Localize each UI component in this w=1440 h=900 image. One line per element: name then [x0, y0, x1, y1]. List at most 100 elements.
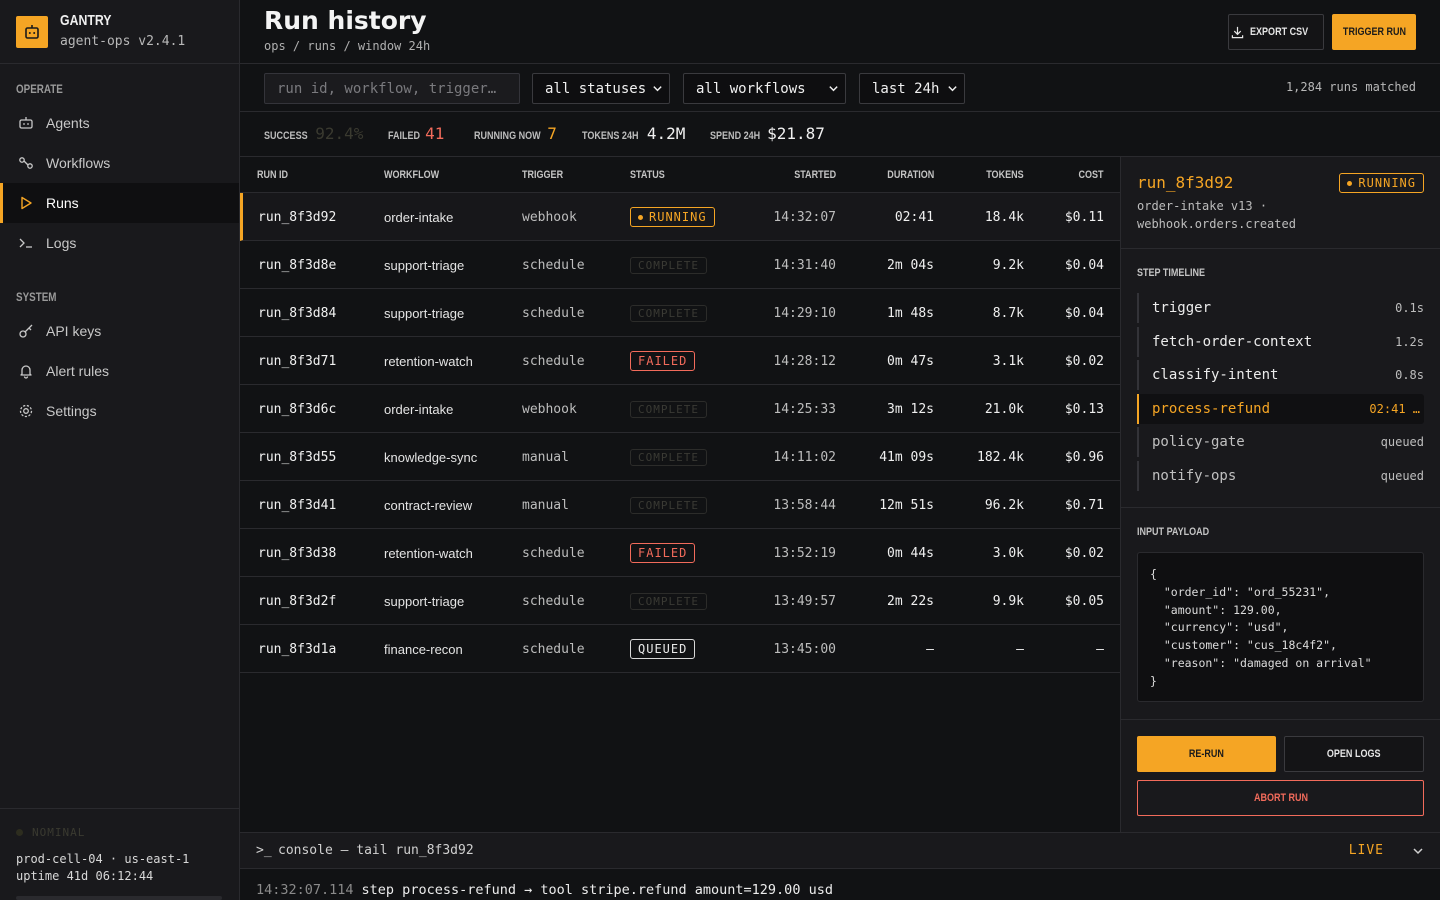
chevron-down-icon [948, 86, 957, 92]
table-row[interactable]: run_8f3d55 knowledge-sync manual COMPLETE 14… [240, 433, 1120, 481]
sidebar-item-label: Runs [46, 195, 79, 211]
metric-value: $21.87 [767, 124, 825, 143]
sidebar-item-runs[interactable]: Runs [0, 183, 239, 223]
table-row[interactable]: run_8f3d84 support-triage schedule COMPLETE… [240, 289, 1120, 337]
column-header-tokens[interactable]: TOKENS [986, 169, 1024, 181]
cell-status: COMPLETE [630, 241, 707, 289]
timeline-step[interactable]: trigger 0.1s [1137, 293, 1424, 323]
step-name: trigger [1152, 300, 1212, 316]
rerun-button[interactable]: RE-RUN [1137, 736, 1276, 772]
cell-run-id: run_8f3d71 [258, 353, 337, 369]
open-logs-button[interactable]: OPEN LOGS [1284, 736, 1424, 772]
table-row[interactable]: run_8f3d71 retention-watch schedule FAILED 1… [240, 337, 1120, 385]
gear-icon [19, 404, 33, 418]
cell-tokens: 18.4k [984, 209, 1024, 225]
cell-started: 14:31:40 [773, 257, 836, 273]
system-scrollbar[interactable] [16, 896, 222, 900]
step-name: classify-intent [1152, 367, 1279, 384]
live-indicator[interactable]: LIVE [1348, 843, 1384, 858]
cell-tokens: 8.7k [992, 305, 1024, 321]
timeline-step[interactable]: policy-gate queued [1137, 427, 1424, 458]
step-time: 0.1s [1395, 301, 1424, 315]
cell-trigger: webhook [522, 401, 577, 417]
chevron-down-icon [653, 86, 662, 92]
robot-icon [19, 117, 33, 129]
table-row[interactable]: run_8f3d38 retention-watch schedule FAILED 1… [240, 529, 1120, 577]
column-header-cost[interactable]: COST [1078, 169, 1104, 181]
sidebar-item-workflows[interactable]: Workflows [0, 143, 239, 183]
breadcrumb: ops / runs / window 24h [264, 39, 431, 53]
timeline-step[interactable]: notify-ops queued [1137, 461, 1424, 491]
step-time: 0.8s [1395, 368, 1424, 383]
status-badge: RUNNING [1339, 173, 1424, 193]
metric-label: FAILED [388, 130, 421, 142]
cell-workflow: order-intake [384, 209, 454, 225]
column-header-started[interactable]: STARTED [794, 169, 836, 181]
sidebar-item-logs[interactable]: Logs [0, 223, 239, 263]
search-input[interactable] [264, 73, 520, 104]
metric-value: 92.4% [315, 124, 364, 143]
step-time: queued [1380, 469, 1424, 483]
cell-duration: 41m 09s [879, 449, 934, 465]
window-filter-select[interactable]: last 24h [859, 73, 965, 104]
cell-workflow: finance-recon [384, 641, 463, 657]
step-time: queued [1380, 435, 1424, 450]
status-badge-label: RUNNING [1358, 176, 1416, 190]
cell-trigger: schedule [522, 257, 585, 273]
column-header-duration[interactable]: DURATION [887, 169, 934, 181]
column-header-run-id[interactable]: RUN ID [257, 169, 289, 181]
bell-icon [20, 365, 32, 379]
console-title: console — tail run_8f3d92 [278, 843, 474, 858]
brand-name: GANTRY [60, 12, 112, 29]
cell-cost: $0.11 [1064, 209, 1104, 225]
sidebar-item-agents[interactable]: Agents [0, 103, 239, 143]
table-row[interactable]: run_8f3d8e support-triage schedule COMPLETE… [240, 241, 1120, 289]
trigger-run-button[interactable]: TRIGGER RUN [1332, 14, 1416, 50]
sidebar-item-label: Logs [46, 235, 77, 251]
status-filter-select[interactable]: all statuses [532, 73, 670, 104]
table-row[interactable]: run_8f3d2f support-triage schedule COMPLETE… [240, 577, 1120, 625]
column-header-workflow[interactable]: WORKFLOW [384, 169, 440, 181]
cell-trigger: schedule [522, 593, 585, 609]
status-badge: COMPLETE [630, 448, 707, 466]
cell-started: 14:29:10 [773, 305, 836, 321]
table-row[interactable]: run_8f3d92 order-intake webhook RUNNING 14:3… [240, 193, 1120, 241]
system-uptime: uptime 41d 06:12:44 [16, 869, 154, 883]
status-badge: COMPLETE [630, 496, 707, 514]
abort-run-label: ABORT RUN [1253, 792, 1308, 804]
page-header: Run history ops / runs / window 24h EXPO… [240, 0, 1440, 64]
metric-label: TOKENS 24H [582, 130, 639, 142]
sidebar-item-api-keys[interactable]: API keys [0, 311, 239, 351]
sidebar-item-alert-rules[interactable]: Alert rules [0, 351, 239, 391]
cell-trigger: schedule [522, 545, 585, 561]
export-csv-button[interactable]: EXPORT CSV [1228, 14, 1324, 50]
timeline-step[interactable]: fetch-order-context 1.2s [1137, 326, 1424, 357]
table-row[interactable]: run_8f3d6c order-intake webhook COMPLETE 14:… [240, 385, 1120, 433]
step-name: notify-ops [1152, 468, 1237, 484]
console-log-line: 14:32:07.114 step process-refund → tool s… [256, 882, 833, 898]
step-timeline-label: STEP TIMELINE [1137, 267, 1205, 279]
cell-trigger: schedule [522, 305, 585, 321]
metrics-bar: SUCCESS 92.4% FAILED 41 RUNNING NOW 7 TO… [240, 112, 1440, 157]
status-badge-label: COMPLETE [638, 402, 699, 416]
table-row[interactable]: run_8f3d1a finance-recon schedule QUEUED 13:… [240, 625, 1120, 673]
column-header-status[interactable]: STATUS [630, 169, 665, 181]
column-header-trigger[interactable]: TRIGGER [522, 169, 564, 181]
cell-cost: $0.02 [1064, 545, 1104, 561]
chevron-down-icon[interactable] [1412, 845, 1424, 857]
cell-workflow: order-intake [384, 401, 454, 417]
timeline-step[interactable]: classify-intent 0.8s [1137, 360, 1424, 391]
runs-matched-count: 1,284 runs matched [1285, 80, 1416, 94]
timeline-step[interactable]: process-refund 02:41 … [1137, 393, 1424, 424]
status-badge: FAILED [630, 543, 696, 563]
cell-run-id: run_8f3d38 [258, 545, 337, 561]
table-row[interactable]: run_8f3d41 contract-review manual COMPLETE 1… [240, 481, 1120, 529]
sidebar-item-settings[interactable]: Settings [0, 391, 239, 431]
cell-duration: 12m 51s [879, 497, 934, 513]
workflow-filter-select[interactable]: all workflows [683, 73, 846, 104]
metric-label: RUNNING NOW [474, 130, 541, 142]
download-icon [1231, 26, 1244, 38]
abort-run-button[interactable]: ABORT RUN [1137, 780, 1424, 816]
status-badge: FAILED [630, 351, 696, 371]
console-header[interactable]: >_ console — tail run_8f3d92 LIVE [240, 833, 1440, 869]
